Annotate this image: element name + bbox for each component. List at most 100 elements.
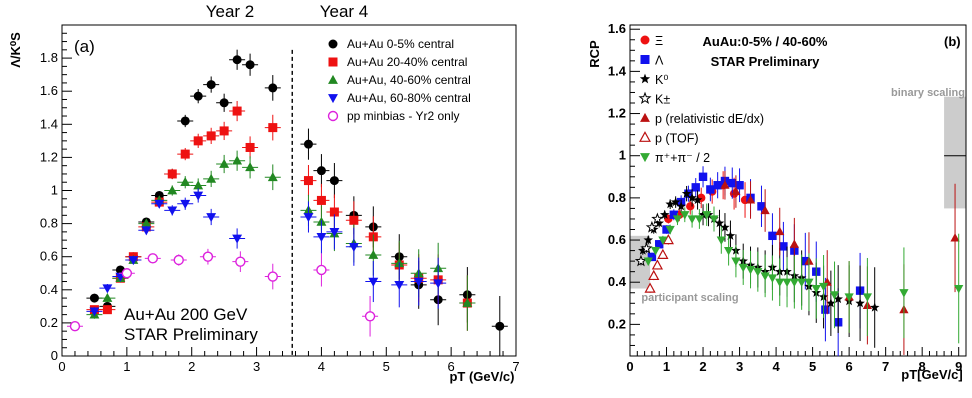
data-point (757, 202, 766, 211)
data-point (154, 199, 165, 209)
legend-marker (638, 91, 652, 105)
legend-marker (327, 110, 339, 122)
series-a-4 (66, 248, 379, 337)
data-point (738, 263, 748, 273)
x-tick-label: 4 (318, 359, 325, 374)
legend-marker (328, 74, 338, 84)
y-axis-label: Λ/K⁰S (8, 32, 23, 68)
legend-label: Au+Au 0-5% central (347, 37, 454, 51)
data-point (826, 298, 836, 308)
data-point (801, 256, 810, 266)
data-point (767, 274, 778, 283)
y-tick-label: 0.6 (608, 232, 626, 247)
data-point (329, 176, 339, 186)
legend-label: Λ (655, 54, 664, 68)
legend-marker (640, 35, 650, 45)
data-point (899, 289, 909, 298)
data-point (640, 241, 653, 254)
data-point (691, 183, 700, 192)
data-point (862, 293, 873, 302)
x-tick-label: 6 (846, 359, 853, 374)
x-tick-label: 5 (383, 359, 390, 374)
legend-label: Ξ (655, 34, 663, 48)
legend-label: Au+Au 20-40% central (347, 55, 467, 69)
data-point (855, 298, 865, 308)
data-point (394, 281, 405, 291)
year4-label: Year 4 (320, 2, 369, 21)
data-point (303, 176, 313, 186)
data-point (206, 173, 217, 183)
data-point (245, 142, 255, 152)
data-point (89, 293, 99, 303)
legend-marker (640, 112, 650, 122)
data-point (643, 235, 654, 245)
data-point (180, 199, 191, 209)
data-point (686, 202, 695, 211)
data-point (348, 242, 359, 252)
data-point (316, 166, 326, 176)
panel-a: Year 2 Year 4 0 1 2 3 4 5 6 7 0 0.2 0.4 0.6 0.8 1 1.2 1.4… (8, 2, 520, 384)
y-tick-label: 0.4 (40, 282, 58, 297)
data-point (644, 282, 656, 293)
x-tick-label: 9 (955, 359, 962, 374)
y-tick-label: 1.2 (40, 149, 58, 164)
data-point (811, 284, 821, 294)
x-tick-label: 2 (699, 359, 706, 374)
data-point (797, 278, 807, 288)
data-point (645, 220, 659, 233)
data-point (651, 259, 664, 270)
data-point (844, 293, 854, 302)
y-tick-label: 0.4 (608, 274, 627, 289)
data-point (647, 252, 657, 262)
y-axis-label: RCP (587, 40, 602, 68)
data-point (789, 278, 799, 288)
data-point (694, 215, 705, 224)
data-point (495, 321, 505, 331)
x-tick-label: 7 (882, 359, 889, 374)
series-b-4 (720, 170, 960, 355)
panel-b: binary scaling participant scaling 0 1 2 3 4 5 6… (587, 21, 967, 382)
data-point (69, 321, 81, 332)
x-tick-label: 3 (253, 359, 260, 374)
y-tick-label: 0.8 (40, 216, 58, 231)
data-point (775, 226, 785, 236)
data-point (665, 225, 675, 235)
data-point (349, 215, 359, 225)
x-tick-label: 5 (809, 359, 816, 374)
data-point (662, 233, 674, 245)
y-tick-label: 0.2 (40, 315, 58, 330)
data-point (167, 206, 178, 216)
data-point (804, 278, 814, 288)
data-point (731, 257, 741, 266)
legend-label: p (relativistic dE/dx) (655, 112, 764, 126)
y-tick-label: 1.6 (608, 21, 626, 36)
data-point (658, 236, 668, 245)
panel-label-a: (a) (74, 37, 95, 56)
data-point (687, 215, 697, 224)
data-point (698, 209, 708, 219)
x-axis-label: pT (GeV/c) (449, 369, 514, 384)
data-point (676, 201, 686, 211)
legend-label: K± (655, 93, 670, 107)
data-point (821, 305, 830, 314)
x-tick-label: 0 (58, 359, 65, 374)
legend-b: ΞΛ K⁰ K± p (relativistic dE/dx) p (TOF) π⁺+π⁻… (638, 34, 764, 165)
legend-label: Au+Au, 40-60% central (347, 73, 471, 87)
data-point (316, 264, 327, 276)
data-point (714, 218, 725, 228)
data-point (206, 131, 216, 141)
y-tick-label: 1 (51, 183, 58, 198)
x-tick-label: 3 (736, 359, 743, 374)
data-point (720, 222, 730, 232)
data-point (268, 83, 278, 93)
x-tick-label: 4 (772, 359, 780, 374)
data-point (316, 233, 327, 243)
data-point (102, 305, 112, 315)
series-b-6 (643, 203, 964, 344)
data-point (657, 248, 669, 259)
legend-a: Au+Au 0-5% central Au+Au 20-40% central Au… (327, 37, 471, 123)
data-point (102, 284, 113, 294)
data-point (829, 291, 840, 300)
data-point (219, 98, 229, 108)
data-point (193, 191, 204, 201)
